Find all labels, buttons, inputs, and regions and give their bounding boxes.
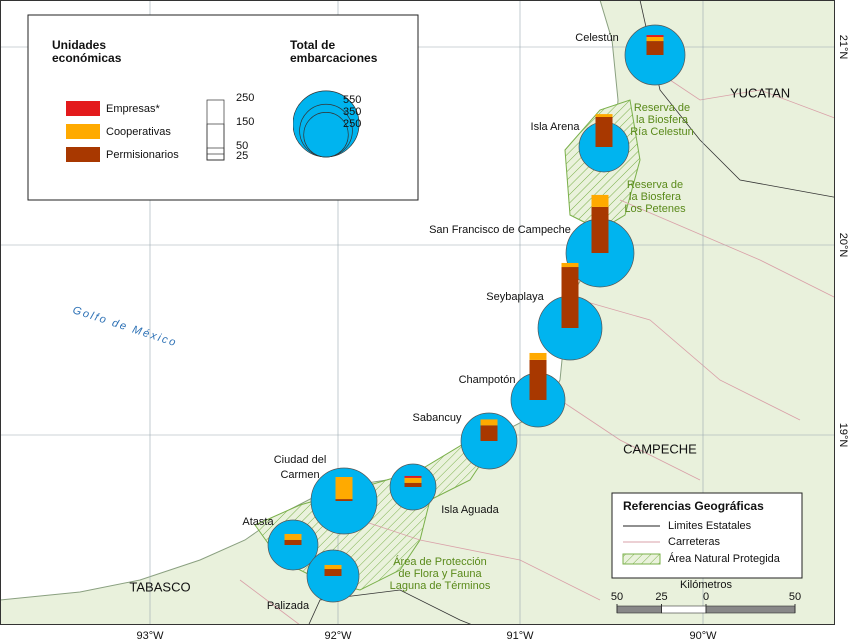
legend-label: Permisionarios xyxy=(106,149,179,161)
bar-scale-label: 50 xyxy=(236,140,248,152)
unit-bar-empresas xyxy=(404,475,422,478)
unit-bar-permisionarios xyxy=(335,499,353,501)
legend-label: Cooperativas xyxy=(106,126,171,138)
protected-area-label: de Flora y Fauna xyxy=(398,568,482,580)
protected-area-label: Reserva de xyxy=(634,102,690,114)
scale-bar-segment xyxy=(705,605,796,614)
scale-bar-segment xyxy=(661,605,707,614)
longitude-label: 90°W xyxy=(689,630,717,642)
scale-bar-label: 0 xyxy=(703,591,709,603)
latitude-label: 19°N xyxy=(837,423,849,448)
legend-title: Unidades xyxy=(52,38,106,52)
legend-swatch xyxy=(66,147,100,162)
locality-name: Ciudad del xyxy=(274,454,327,466)
bar-scale-label: 150 xyxy=(236,116,254,128)
protected-area-label: la Biosfera xyxy=(636,114,689,126)
unit-bar-empresas xyxy=(646,35,664,37)
protected-area-label: Ría Celestun xyxy=(630,126,694,138)
circle-scale-label: 250 xyxy=(343,118,361,130)
frame xyxy=(835,0,850,644)
circle-scale-mark xyxy=(303,112,349,158)
unit-bar-cooperativas xyxy=(324,564,342,570)
legend-title: económicas xyxy=(52,51,122,65)
roads xyxy=(239,59,841,641)
longitude-label: 92°W xyxy=(324,630,352,642)
unit-bar-cooperativas xyxy=(561,262,579,268)
longitude-label: 93°W xyxy=(136,630,164,642)
unit-bar-permisionarios xyxy=(284,539,302,545)
circle-scale-label: 550 xyxy=(343,94,361,106)
locality-name: Sabancuy xyxy=(413,412,462,424)
unit-bar-permisionarios xyxy=(646,41,664,55)
region-label: YUCATAN xyxy=(730,85,790,100)
scale-bar-label: 50 xyxy=(611,591,623,603)
bar-scale-label: 25 xyxy=(236,150,248,162)
unit-bar-cooperativas xyxy=(404,477,422,483)
unit-bar-cooperativas xyxy=(595,114,613,117)
legend-title: embarcaciones xyxy=(290,51,378,65)
latitude-label: 20°N xyxy=(837,233,849,258)
unit-bar-permisionarios xyxy=(561,267,579,328)
protected-area-label: Área de Protección xyxy=(393,555,487,568)
scale-bar-title: Kilómetros xyxy=(680,579,732,591)
unit-bar-cooperativas xyxy=(335,477,353,500)
locality-name: Celestún xyxy=(575,32,618,44)
longitude-label: 91°W xyxy=(506,630,534,642)
unit-bar-permisionarios xyxy=(595,117,613,147)
protected-area-label: Los Petenes xyxy=(624,203,686,215)
unit-bar-cooperativas xyxy=(529,352,547,360)
frame xyxy=(0,0,835,625)
legend-swatch xyxy=(66,101,100,116)
unit-bar-permisionarios xyxy=(324,569,342,576)
locality-name: Isla Aguada xyxy=(441,504,499,516)
region-label: CAMPECHE xyxy=(623,441,697,456)
protected-area-label: Laguna de Términos xyxy=(390,580,491,592)
frame xyxy=(0,625,850,644)
scale-bar-segment xyxy=(616,605,662,614)
region-label: TABASCO xyxy=(129,579,190,594)
reference-item: Área Natural Protegida xyxy=(668,552,781,565)
locality-name: Champotón xyxy=(459,374,516,386)
locality-name: Isla Arena xyxy=(531,121,581,133)
locality-name: Seybaplaya xyxy=(486,291,544,303)
locality-name: Atasta xyxy=(242,516,274,528)
unit-bar-permisionarios xyxy=(480,425,498,441)
unit-bar-cooperativas xyxy=(284,533,302,540)
scale-bar-label: 50 xyxy=(789,591,801,603)
protected-area-label: la Biosfera xyxy=(629,191,682,203)
bar-scale xyxy=(206,153,225,161)
unit-bar-cooperativas xyxy=(480,419,498,426)
circle-scale xyxy=(293,90,360,158)
latitude-label: 21°N xyxy=(837,35,849,60)
unit-bar-cooperativas xyxy=(591,194,609,207)
locality-name: Palizada xyxy=(267,600,310,612)
locality-name: San Francisco de Campeche xyxy=(429,224,571,236)
legend-title: Total de xyxy=(290,38,335,52)
circle-scale-label: 350 xyxy=(343,106,361,118)
unit-bar-permisionarios xyxy=(529,359,547,400)
bar-scale-label: 250 xyxy=(236,92,254,104)
legend-label: Empresas* xyxy=(106,103,161,115)
legend-swatch xyxy=(66,124,100,139)
scale-bar-label: 25 xyxy=(655,591,667,603)
reference-item: Carreteras xyxy=(668,536,720,548)
references-title: Referencias Geográficas xyxy=(623,499,764,513)
locality-name: Carmen xyxy=(280,469,319,481)
unit-bar-permisionarios xyxy=(404,482,422,487)
unit-bar-cooperativas xyxy=(646,37,664,42)
reference-item: Limites Estatales xyxy=(668,520,752,532)
protected-area-label: Reserva de xyxy=(627,179,683,191)
unit-bar-permisionarios xyxy=(591,206,609,253)
protected-area-sample xyxy=(622,553,661,565)
